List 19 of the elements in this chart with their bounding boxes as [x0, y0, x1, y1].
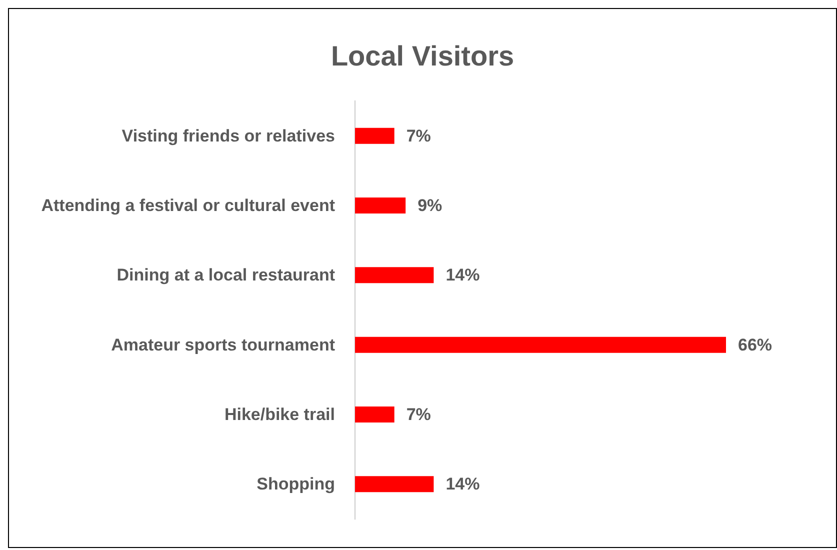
- data-label: 9%: [418, 196, 442, 215]
- y-tick-label: Amateur sports tournament: [111, 335, 336, 354]
- bar: [355, 198, 406, 214]
- data-label: 14%: [446, 474, 480, 494]
- y-tick-label: Shopping: [256, 474, 335, 494]
- bar: [355, 267, 434, 284]
- data-label: 14%: [446, 266, 480, 285]
- bar: [355, 476, 434, 492]
- y-tick-label: Hike/bike trail: [224, 405, 335, 424]
- data-label: 66%: [738, 335, 772, 354]
- bar: [355, 128, 394, 144]
- bar: [355, 406, 394, 422]
- data-label: 7%: [406, 405, 431, 424]
- bar: [355, 336, 726, 353]
- y-tick-label: Dining at a local restaurant: [116, 266, 336, 285]
- chart-title: Local Visitors: [330, 40, 514, 72]
- data-label: 7%: [406, 126, 431, 146]
- y-tick-label: Visting friends or relatives: [122, 126, 335, 146]
- y-tick-label: Attending a festival or cultural event: [41, 196, 336, 215]
